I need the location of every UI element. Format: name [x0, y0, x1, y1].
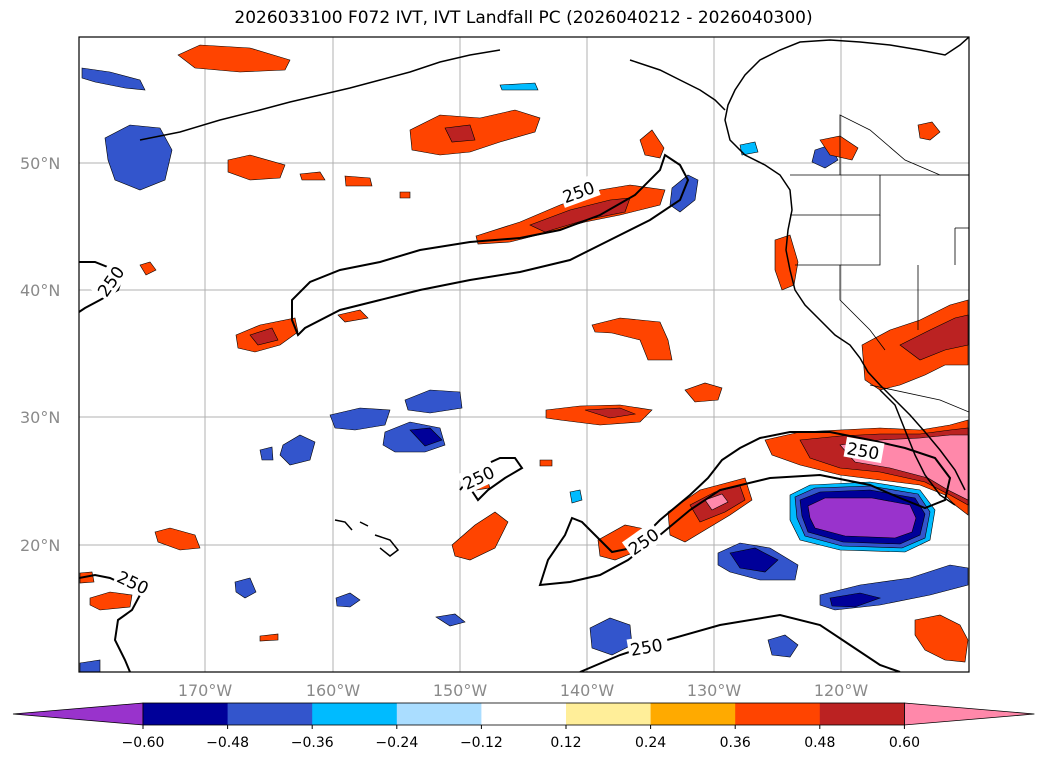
colorbar-tick-label: −0.12 — [460, 735, 503, 751]
lat-label: 20°N — [20, 536, 60, 555]
colorbar-tick-label: 0.60 — [889, 735, 920, 751]
colorbar-tick-label: 0.36 — [720, 735, 751, 751]
colorbar-segment — [819, 703, 905, 725]
longitude-labels: 170°W 160°W 150°W 140°W 130°W 120°W — [178, 681, 869, 700]
ocean-background — [79, 37, 969, 672]
gridlines — [79, 37, 969, 672]
colorbar-segment — [735, 703, 821, 725]
plot-title: 2026033100 F072 IVT, IVT Landfall PC (20… — [234, 8, 813, 28]
colorbar-segment — [566, 703, 652, 725]
lat-label: 50°N — [20, 154, 60, 173]
lat-label: 40°N — [20, 281, 60, 300]
map-frame — [78, 36, 970, 673]
colorbar-segment — [481, 703, 567, 725]
colorbar-tick-label: −0.36 — [291, 735, 334, 751]
colorbar-segment — [143, 703, 229, 725]
map-area — [79, 37, 969, 672]
colorbar-tick-label: 0.24 — [635, 735, 666, 751]
colorbar-segment — [227, 703, 313, 725]
lon-label: 130°W — [687, 681, 742, 700]
lat-label: 30°N — [20, 408, 60, 427]
lon-label: 170°W — [178, 681, 233, 700]
positive-anomalies — [79, 44, 969, 663]
colorbar-segment — [312, 703, 398, 725]
colorbar-tick-label: 0.48 — [804, 735, 835, 751]
colorbar-tick-label: 0.12 — [550, 735, 581, 751]
latitude-labels: 50°N 40°N 30°N 20°N — [20, 154, 60, 555]
colorbar-extension-low — [12, 702, 144, 726]
lon-label: 160°W — [306, 681, 361, 700]
colorbar-tick-label: −0.60 — [122, 735, 165, 751]
colorbar-segment — [650, 703, 736, 725]
lon-label: 120°W — [814, 681, 869, 700]
coastlines — [139, 37, 969, 557]
negative-anomalies — [79, 67, 969, 672]
lon-label: 150°W — [433, 681, 488, 700]
colorbar: −0.60 −0.48 −0.36 −0.24 −0.12 0.12 0.24 0.36 0.4… — [12, 702, 1035, 751]
colorbar-outline — [142, 702, 905, 726]
lon-label: 140°W — [560, 681, 615, 700]
colorbar-segment — [396, 703, 482, 725]
colorbar-extension-high — [904, 702, 1035, 726]
political-borders — [790, 114, 969, 413]
colorbar-tick-label: −0.48 — [206, 735, 249, 751]
colorbar-tick-label: −0.24 — [375, 735, 418, 751]
